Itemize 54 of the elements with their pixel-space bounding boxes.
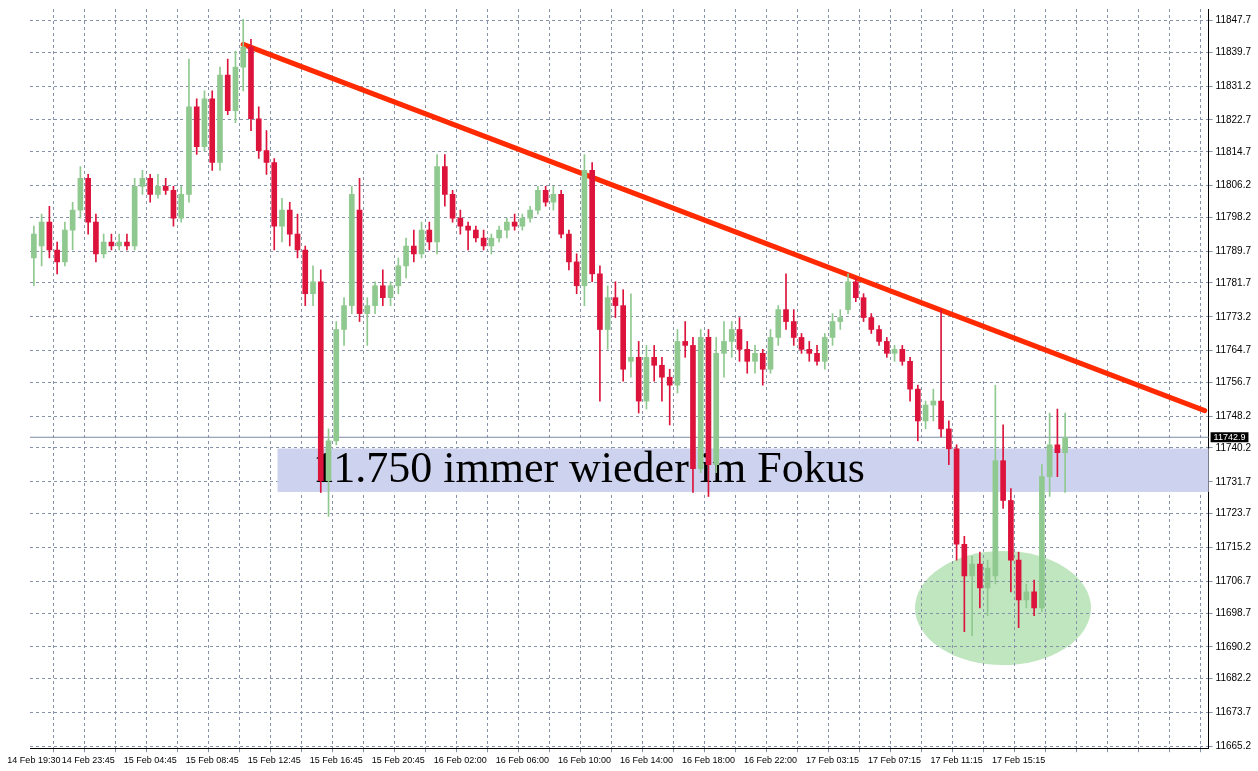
x-tick-label: 16 Feb 06:00 bbox=[495, 755, 549, 766]
x-tick-label: 16 Feb 18:00 bbox=[681, 755, 735, 766]
x-tick-label: 17 Feb 15:15 bbox=[992, 755, 1046, 766]
candlestick bbox=[364, 297, 371, 346]
x-tick-label: 17 Feb 11:15 bbox=[930, 755, 983, 766]
y-tick-label: 11839.7 bbox=[1215, 46, 1252, 58]
y-tick-label: 11698.7 bbox=[1215, 606, 1252, 618]
x-tick-label: 16 Feb 22:00 bbox=[743, 755, 798, 766]
y-tick-label: 11706.7 bbox=[1215, 574, 1252, 586]
candlestick bbox=[938, 309, 944, 438]
x-tick-label: 15 Feb 16:45 bbox=[309, 755, 363, 766]
y-tick-label: 11822.7 bbox=[1215, 113, 1252, 125]
x-tick-label: 15 Feb 12:45 bbox=[247, 755, 301, 766]
x-tick-label: 17 Feb 03:15 bbox=[806, 755, 860, 766]
y-tick-label: 11798.2 bbox=[1215, 211, 1252, 223]
y-tick-label: 11814.7 bbox=[1215, 145, 1252, 157]
x-tick-label: 15 Feb 04:45 bbox=[123, 755, 177, 766]
candlestick bbox=[628, 293, 634, 378]
y-tick-label: 11690.2 bbox=[1215, 640, 1252, 652]
candlestick bbox=[783, 273, 789, 330]
y-tick-label: 11756.7 bbox=[1215, 376, 1252, 388]
candlestick bbox=[806, 341, 813, 362]
x-tick-label: 14 Feb 23:45 bbox=[61, 755, 115, 766]
x-tick-label: 15 Feb 08:45 bbox=[185, 755, 239, 766]
candlestick bbox=[666, 368, 673, 426]
y-tick-label: 11781.7 bbox=[1215, 276, 1252, 288]
y-tick-label: 11789.7 bbox=[1215, 244, 1252, 256]
y-tick-label: 11740.2 bbox=[1215, 441, 1252, 453]
candlestick bbox=[1062, 412, 1068, 493]
y-tick-label: 11665.2 bbox=[1215, 739, 1252, 751]
y-tick-label: 11764.7 bbox=[1215, 344, 1252, 356]
candlestick bbox=[682, 321, 689, 358]
x-tick-label: 16 Feb 14:00 bbox=[619, 755, 673, 766]
y-tick-label: 11731.7 bbox=[1215, 475, 1252, 487]
ref-line-label: 11742.9 bbox=[1213, 431, 1246, 442]
y-tick-label: 11773.2 bbox=[1215, 310, 1252, 322]
x-tick-label: 16 Feb 02:00 bbox=[433, 755, 487, 766]
x-tick-label: 15 Feb 20:45 bbox=[371, 755, 425, 766]
candlestick bbox=[651, 345, 658, 382]
candlestick bbox=[969, 555, 975, 636]
y-tick-label: 11831.2 bbox=[1215, 79, 1252, 91]
y-tick-label: 11723.7 bbox=[1215, 507, 1252, 519]
y-tick-label: 11715.2 bbox=[1215, 541, 1252, 553]
x-tick-label: 17 Feb 07:15 bbox=[868, 755, 922, 766]
x-tick-label: 14 Feb 19:30 bbox=[7, 755, 61, 766]
y-tick-label: 11748.2 bbox=[1215, 409, 1252, 421]
y-tick-label: 11673.7 bbox=[1215, 706, 1252, 718]
candlestick bbox=[837, 309, 844, 330]
candlestick bbox=[721, 321, 727, 378]
y-tick-label: 11806.2 bbox=[1215, 179, 1252, 191]
candlestick bbox=[465, 221, 471, 251]
x-tick-label: 16 Feb 10:00 bbox=[557, 755, 611, 766]
y-tick-label: 11682.2 bbox=[1215, 672, 1252, 684]
y-tick-label: 11847.7 bbox=[1215, 14, 1252, 26]
